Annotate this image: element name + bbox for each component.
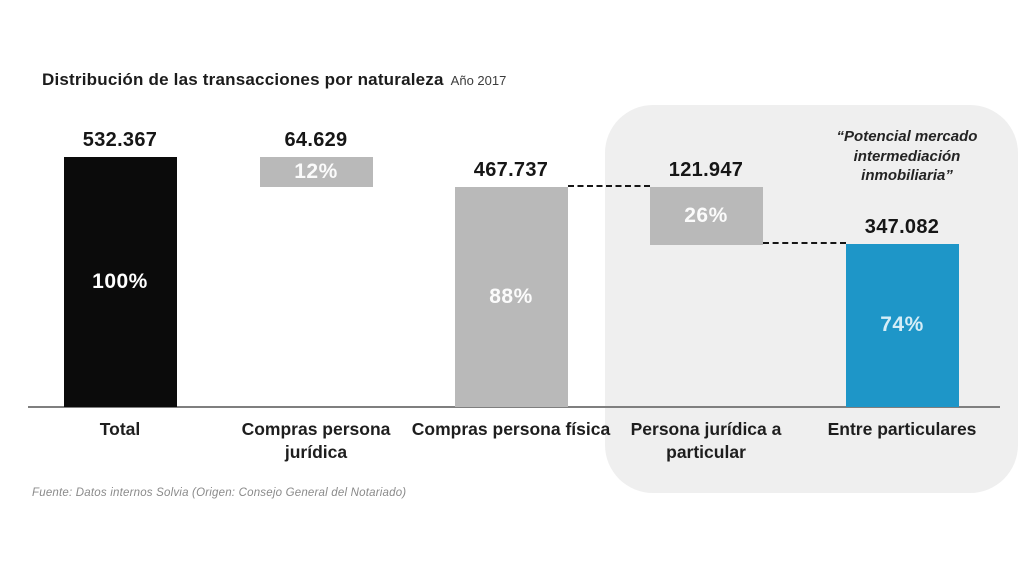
bar-value-label: 347.082 bbox=[864, 216, 940, 238]
bar-1: 100% bbox=[63, 157, 177, 407]
bar-percent-label: 12% bbox=[294, 160, 338, 184]
chart-header: Distribución de las transacciones por na… bbox=[42, 70, 506, 90]
bar-percent-label: 100% bbox=[92, 270, 148, 293]
bar-2: 12% bbox=[259, 157, 373, 188]
category-label: Compras persona física bbox=[411, 419, 611, 439]
category-label: Entre particulares bbox=[827, 419, 977, 439]
bar-3: 88% bbox=[454, 187, 568, 407]
bar-value-label: 64.629 bbox=[284, 129, 348, 151]
dashed-connector-2 bbox=[762, 242, 846, 244]
dashed-connector-1 bbox=[567, 185, 650, 188]
bar-percent-label: 74% bbox=[880, 313, 924, 337]
category-label: Persona jurídica a particular bbox=[630, 419, 782, 462]
category-label: Compras persona jurídica bbox=[241, 419, 391, 462]
bar-value-label: 467.737 bbox=[473, 159, 549, 182]
source-note: Fuente: Datos internos Solvia (Origen: C… bbox=[32, 487, 407, 499]
bar-5: 74% bbox=[845, 244, 959, 407]
category-label: Total bbox=[99, 419, 141, 439]
chart-subtitle: Año 2017 bbox=[450, 73, 507, 88]
bar-percent-label: 88% bbox=[489, 285, 533, 309]
annotation-quote: “Potencial mercado intermediación inmobi… bbox=[836, 128, 978, 184]
chart-title: Distribución de las transacciones por na… bbox=[42, 70, 444, 89]
bar-value-label: 532.367 bbox=[82, 129, 158, 151]
bar-4: 26% bbox=[649, 187, 763, 245]
bar-value-label: 121.947 bbox=[668, 159, 744, 182]
bar-percent-label: 26% bbox=[684, 203, 728, 227]
x-axis-line bbox=[28, 406, 1000, 408]
